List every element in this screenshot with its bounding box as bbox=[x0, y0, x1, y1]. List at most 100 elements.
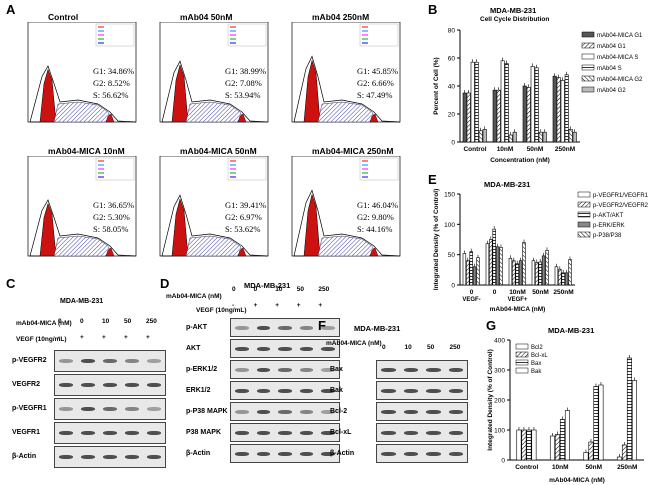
flow-title: mAb04-MICA 250nM bbox=[312, 146, 394, 156]
flow-title: Control bbox=[48, 12, 79, 22]
lane-dose-label: 10 bbox=[275, 286, 283, 293]
band-label: p-VEGFR2 bbox=[12, 357, 47, 364]
band-label: Bcl-xL bbox=[330, 428, 352, 436]
protein-band bbox=[321, 325, 335, 330]
protein-band bbox=[278, 388, 292, 393]
protein-band bbox=[278, 451, 292, 456]
protein-band bbox=[321, 346, 335, 351]
panel-b-label: B bbox=[428, 2, 438, 17]
blot-strip bbox=[230, 402, 340, 421]
panel-b-subtitle: Cell Cycle Distribution bbox=[480, 16, 550, 23]
lane-vegf-label: + bbox=[253, 302, 258, 309]
protein-band bbox=[426, 367, 441, 372]
blot-strip bbox=[376, 423, 468, 442]
bar bbox=[538, 261, 542, 286]
bar bbox=[500, 60, 505, 143]
flow-histogram bbox=[291, 22, 401, 123]
legend-label: Bcl2 bbox=[531, 345, 543, 351]
protein-band bbox=[321, 451, 335, 456]
panel-f-row1-label: mAb04-MICA (nM) bbox=[326, 340, 382, 347]
legend-swatch bbox=[581, 64, 595, 71]
g2-peak bbox=[105, 113, 115, 123]
bar bbox=[466, 92, 471, 143]
legend-label: p-VEGFR1/VEGFR1 bbox=[593, 193, 649, 199]
bar bbox=[508, 258, 513, 286]
bar bbox=[541, 255, 546, 286]
bar bbox=[531, 260, 536, 286]
protein-band bbox=[403, 388, 418, 393]
protein-band bbox=[147, 359, 161, 363]
protein-band bbox=[59, 383, 73, 387]
legend-box bbox=[227, 157, 267, 181]
protein-band bbox=[299, 346, 314, 351]
legend-swatch bbox=[577, 191, 591, 198]
blot-strip bbox=[230, 318, 340, 337]
protein-band bbox=[321, 367, 335, 372]
protein-band bbox=[147, 431, 161, 435]
bar bbox=[482, 129, 487, 143]
bar bbox=[522, 85, 527, 143]
lane-dose-label: 50 bbox=[296, 286, 305, 293]
bar bbox=[559, 419, 565, 461]
bar bbox=[598, 384, 604, 461]
protein-band bbox=[125, 407, 139, 411]
blot-strip bbox=[230, 444, 340, 463]
blot-strip bbox=[230, 360, 340, 379]
bar bbox=[489, 239, 493, 286]
blot-strip bbox=[54, 374, 166, 396]
blot-strip bbox=[376, 381, 468, 400]
x-tick-label: 10nM bbox=[552, 464, 569, 471]
x-tick-label: 50nM bbox=[532, 289, 549, 296]
lane-vegf-label: + bbox=[318, 302, 323, 309]
panel-e-title: MDA-MB-231 bbox=[484, 180, 531, 189]
band-label: ERK1/2 bbox=[186, 386, 211, 394]
protein-band bbox=[147, 455, 161, 459]
legend-box bbox=[95, 23, 135, 47]
band-label: β-Actin bbox=[330, 449, 355, 457]
lane-dose-label: 250 bbox=[449, 344, 461, 351]
bar bbox=[542, 131, 547, 143]
blot-strip bbox=[54, 350, 166, 372]
legend-label: p-P38/P38 bbox=[593, 233, 622, 239]
g2-value: G2: 5.30% bbox=[93, 212, 130, 222]
y-tick-label: 60 bbox=[448, 56, 456, 63]
y-tick-label: 100 bbox=[494, 428, 505, 435]
protein-band bbox=[235, 325, 249, 330]
x-tick-label: 50nM bbox=[585, 464, 602, 471]
protein-band bbox=[426, 451, 441, 456]
protein-band bbox=[103, 407, 117, 411]
flow-histogram bbox=[27, 156, 137, 257]
lane-vegf-label: - bbox=[232, 302, 235, 309]
y-tick-label: 0 bbox=[451, 283, 455, 290]
bar bbox=[470, 61, 475, 143]
x-axis-label: mAb04-MICA (nM) bbox=[490, 306, 546, 313]
protein-band bbox=[81, 383, 95, 387]
panel-a-label: A bbox=[6, 2, 16, 17]
y-tick-label: 40 bbox=[448, 84, 456, 91]
panel-e-chart: 0 50 100 150 Integrated Density (% of Contro… bbox=[433, 189, 649, 313]
x-tick-label: 50nM bbox=[527, 146, 544, 153]
band-label: AKT bbox=[186, 344, 201, 352]
bar bbox=[572, 131, 577, 143]
bar bbox=[516, 429, 522, 461]
band-label: p-ERK1/2 bbox=[186, 365, 218, 373]
panel-d-row2-label: VEGF (10ng/mL) bbox=[196, 307, 247, 314]
y-axis-label: Integrated Density (% of Control) bbox=[433, 189, 440, 290]
lane-dose-label: 50 bbox=[427, 344, 435, 351]
panel-g-title: MDA-MB-231 bbox=[548, 326, 595, 335]
bar bbox=[626, 357, 632, 461]
bar bbox=[526, 429, 532, 461]
g2-peak bbox=[237, 113, 247, 123]
y-tick-label: 0 bbox=[501, 458, 505, 465]
y-tick-label: 200 bbox=[494, 398, 505, 405]
protein-band bbox=[81, 431, 95, 435]
histogram-line bbox=[293, 55, 401, 123]
x-tick-label: 250nM bbox=[555, 146, 575, 153]
legend-swatch bbox=[577, 231, 591, 238]
bar bbox=[564, 74, 569, 143]
y-tick-label: 400 bbox=[494, 338, 505, 345]
protein-band bbox=[81, 407, 95, 411]
legend-box bbox=[359, 157, 399, 181]
lane-vegf-label: + bbox=[102, 334, 106, 341]
